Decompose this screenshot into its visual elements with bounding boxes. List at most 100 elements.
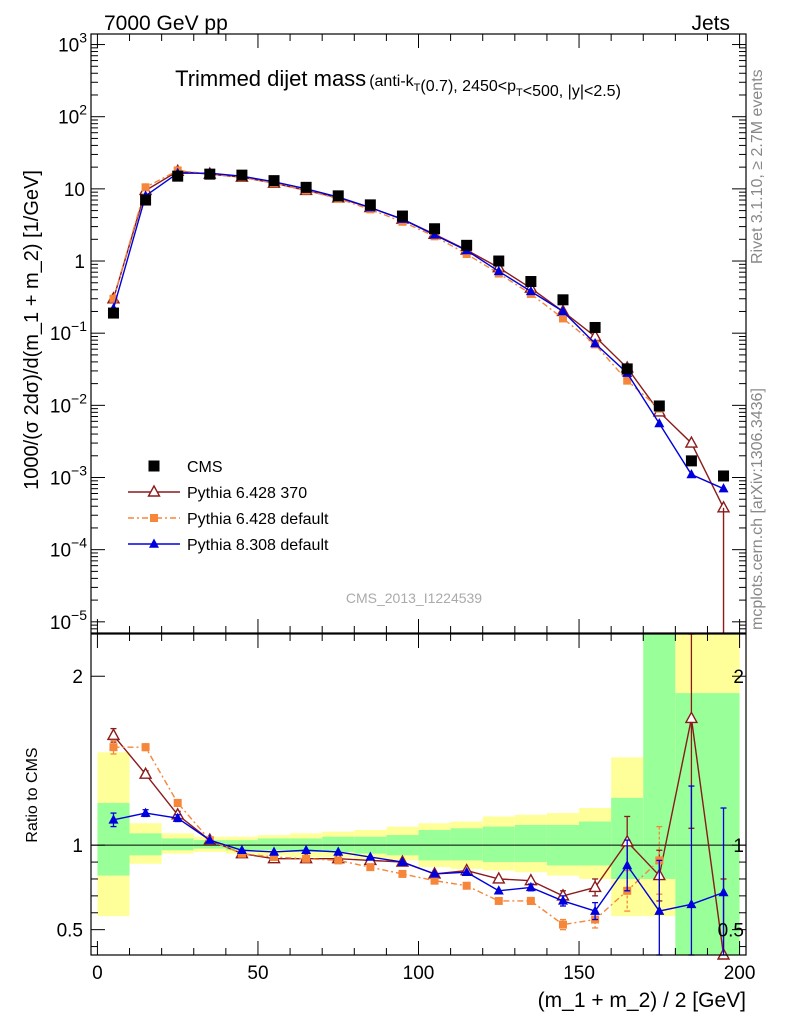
stat-band-bin [450, 828, 483, 861]
main-ytick-label: 10−2 [50, 390, 87, 417]
cms-point [429, 223, 441, 235]
cms-point [140, 194, 152, 206]
legend: CMS Pythia 6.428 370 Pythia 6.428 default P… [128, 459, 329, 554]
mc-point [493, 265, 504, 276]
mc-point [718, 483, 729, 493]
main-ytick-label: 10−5 [50, 607, 87, 634]
stat-band-bin [129, 833, 162, 856]
mc-point [558, 314, 567, 323]
main-ytick-label: 102 [58, 102, 87, 129]
legend-label: CMS [187, 459, 223, 476]
ratio-point [718, 886, 729, 897]
main-series [106, 163, 731, 633]
ratio-ytick-label-right: 0.5 [718, 921, 744, 942]
header-left: 7000 GeV pp [104, 12, 228, 35]
ratio-point [333, 846, 344, 856]
ratio-point [588, 879, 602, 893]
legend-entry: CMS [148, 459, 223, 476]
legend-marker [149, 538, 159, 548]
main-line [112, 172, 724, 490]
cms-point [396, 210, 408, 222]
ratio-point [301, 844, 312, 855]
cms-point [332, 190, 344, 202]
stat-band-bin [161, 838, 194, 851]
ratio-point [590, 905, 601, 915]
ratio-point [398, 869, 407, 878]
legend-marker [147, 484, 161, 497]
stat-band-bin [482, 826, 515, 863]
analysis-watermark: CMS_2013_I1224539 [346, 590, 482, 606]
mc-point [686, 469, 697, 479]
cms-point [653, 400, 665, 412]
mc-point [654, 418, 665, 428]
ratio-point [494, 896, 503, 905]
ratio-point [492, 871, 506, 884]
plot-title-main: Trimmed dijet mass [175, 66, 366, 91]
legend-entry: Pythia 6.428 default [128, 511, 329, 528]
ratio-point [558, 920, 567, 929]
ratio-point [526, 896, 535, 905]
legend-label: Pythia 6.428 default [187, 511, 329, 528]
mc-point [623, 376, 632, 385]
main-series-0 [107, 168, 730, 482]
ratio-ytick-label-left: 1 [72, 836, 83, 857]
ratio-series-1 [109, 739, 664, 931]
stat-band-bin [579, 821, 612, 866]
ratio-xtick-label: 150 [563, 963, 595, 984]
stat-band-bin [322, 836, 355, 852]
plot-title: Trimmed dijet mass (anti-kT(0.7), 2450<pT… [175, 66, 621, 100]
cms-point [589, 321, 601, 333]
ratio-point [108, 814, 119, 824]
cms-point [621, 363, 633, 375]
legend-marker [148, 460, 160, 472]
legend-label: Pythia 8.308 default [187, 537, 329, 554]
mc-point [525, 285, 536, 296]
cms-point [685, 455, 697, 467]
cms-point [493, 255, 505, 267]
ratio-series-2 [108, 785, 729, 956]
cms-point [364, 199, 376, 211]
cms-point [525, 276, 537, 288]
ratio-point [334, 856, 343, 865]
ratio-point [429, 868, 440, 878]
ratio-point [141, 743, 150, 752]
ratio-point [366, 863, 375, 872]
ratio-point [397, 856, 408, 866]
ratio-point [461, 866, 472, 876]
ratio-point [173, 798, 182, 807]
cms-point [300, 181, 312, 193]
ratio-line [113, 746, 660, 926]
ratio-point [106, 727, 121, 741]
mc-point [141, 183, 150, 192]
ratio-ylabel: Ratio to CMS [24, 747, 41, 842]
ratio-ytick-label-left: 2 [72, 667, 83, 688]
legend-entry: Pythia 8.308 default [128, 537, 329, 554]
legend-marker [150, 514, 158, 522]
ratio-xtick-label: 50 [247, 963, 268, 984]
legend-label: Pythia 6.428 370 [187, 485, 307, 502]
main-ytick-label: 1 [74, 252, 85, 273]
main-ytick-label: 10 [64, 180, 85, 201]
ratio-point [204, 834, 215, 844]
ratio-point [172, 812, 183, 822]
ratio-point [270, 853, 279, 862]
main-ytick-label: 103 [58, 30, 87, 57]
main-ytick-label: 10−1 [50, 318, 87, 345]
cms-point [172, 170, 184, 182]
ratio-xtick-label: 100 [403, 963, 435, 984]
ratio-ytick-label-right: 2 [733, 667, 744, 688]
mcplots-label: mcplots.cern.ch [arXiv:1306.3436] [749, 388, 766, 630]
ratio-point [109, 743, 118, 752]
mc-point [557, 305, 568, 316]
stat-band-bin [514, 824, 547, 863]
cms-point [718, 470, 730, 482]
ratio-line [113, 812, 724, 912]
cms-point [107, 307, 119, 319]
ratio-point [462, 881, 471, 890]
mc-point [590, 337, 601, 348]
legend-entry: Pythia 6.428 370 [128, 484, 307, 502]
mc-point [109, 294, 118, 303]
ratio-xtick-label: 200 [724, 963, 756, 984]
